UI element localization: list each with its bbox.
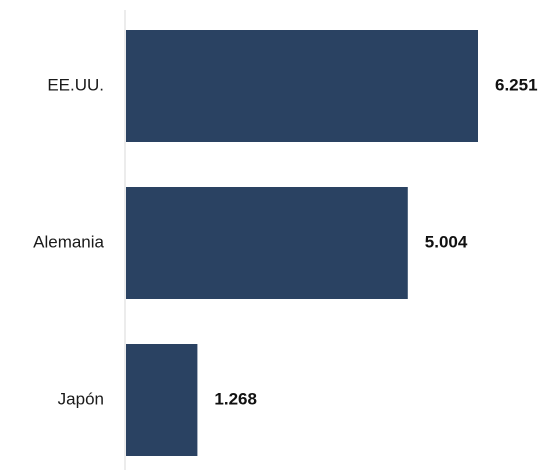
value-labels-group: 6.251 5.004 1.268 [214,75,537,408]
bar [126,30,478,142]
bar [126,344,198,456]
value-label: 5.004 [425,232,468,251]
category-labels-group: EE.UU. Alemania Japón [33,75,104,408]
category-label: EE.UU. [47,75,104,94]
bars-group [126,30,478,456]
category-label: Alemania [33,232,104,251]
bar [126,187,408,299]
value-label: 1.268 [214,389,257,408]
category-label: Japón [58,389,104,408]
value-label: 6.251 [495,75,538,94]
